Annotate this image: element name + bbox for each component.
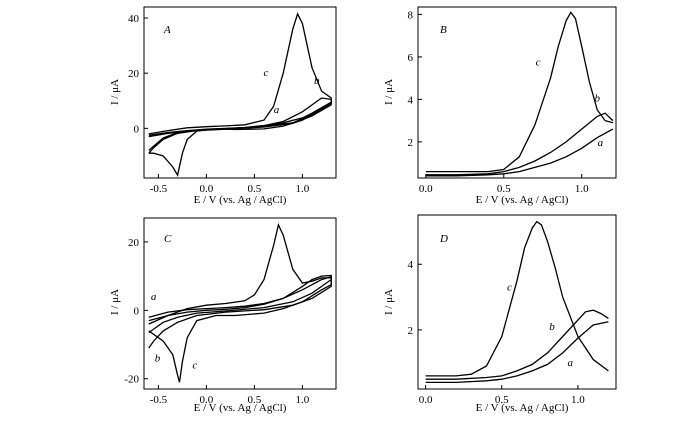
panel-a-ytick-label: 40 xyxy=(128,13,140,25)
panel-c-curve-c xyxy=(148,222,332,383)
panel-a-xtick-label: -0.5 xyxy=(150,183,168,195)
panel-a-curve-c xyxy=(148,12,332,177)
panel-c-frame xyxy=(143,217,337,390)
panel-d-curve-label-c: c xyxy=(507,282,512,294)
panel-d-curve-b xyxy=(425,309,609,380)
panel-a: A E / V (vs. Ag / AgCl) I / μA -0.5 0.0 0.… xyxy=(109,6,337,206)
panel-b-curve-c xyxy=(425,11,614,173)
panel-a-label: A xyxy=(163,24,171,36)
panel-c-ylabel: I / μA xyxy=(109,289,121,315)
panel-d: D E / V (vs. Ag / AgCl) I / μA 0.0 0.5 1.0… xyxy=(383,214,617,414)
panel-d-ylabel: I / μA xyxy=(383,289,395,315)
panel-a-ytick-label: 0 xyxy=(134,123,140,135)
panel-b-ytick-label: 2 xyxy=(408,137,414,149)
panel-b-label: B xyxy=(440,24,447,36)
panel-c-xlabel: E / V (vs. Ag / AgCl) xyxy=(194,402,287,414)
panel-b-xlabel: E / V (vs. Ag / AgCl) xyxy=(476,194,569,206)
panel-d-curve-label-b: b xyxy=(549,321,555,333)
panel-c-curve-label-a: a xyxy=(151,291,157,303)
panel-b-ylabel: I / μA xyxy=(383,79,395,105)
panel-a-xlabel: E / V (vs. Ag / AgCl) xyxy=(194,194,287,206)
panel-d-ytick-label: 2 xyxy=(408,325,414,337)
panel-d-xtick-label: 1.0 xyxy=(571,394,585,406)
panel-d-curve-a xyxy=(425,321,609,384)
panel-c-ytick-label: -20 xyxy=(124,374,139,386)
panel-d-curve-label-a: a xyxy=(568,357,574,369)
panel-c-ytick-label: 0 xyxy=(134,305,140,317)
panel-a-frame xyxy=(143,6,337,179)
panel-d-xtick-label: 0.0 xyxy=(419,394,433,406)
panel-a-curve-a xyxy=(148,101,332,151)
panel-c-xtick-label: -0.5 xyxy=(150,394,168,406)
panel-d-frame xyxy=(417,214,617,390)
panel-b-xtick-label: 0.0 xyxy=(419,183,433,195)
panel-d-xtick-label: 0.5 xyxy=(495,394,509,406)
panel-b: B E / V (vs. Ag / AgCl) I / μA 0.0 0.5 1.0… xyxy=(383,6,617,206)
panel-a-curve-label-c: c xyxy=(263,67,268,79)
panel-b-ytick-label: 8 xyxy=(408,9,414,21)
panel-c: C E / V (vs. Ag / AgCl) I / μA -0.5 0.0 0.… xyxy=(109,217,337,414)
panel-b-curve-label-a: a xyxy=(598,137,604,149)
panel-d-xlabel: E / V (vs. Ag / AgCl) xyxy=(476,402,569,414)
panel-b-ytick-label: 6 xyxy=(408,52,414,64)
panel-c-curve-label-c: c xyxy=(192,359,197,371)
panel-c-ytick-label: 20 xyxy=(128,237,140,249)
panel-a-curve-label-b: b xyxy=(314,75,320,87)
panel-d-curve-c xyxy=(425,220,609,377)
panel-a-ytick-label: 20 xyxy=(128,68,140,80)
panel-b-curve-label-b: b xyxy=(595,93,601,105)
panel-c-label: C xyxy=(164,233,172,245)
panel-a-curve-label-a: a xyxy=(274,104,280,116)
panel-a-xtick-label: 0.0 xyxy=(200,183,214,195)
panel-c-xtick-label: 0.5 xyxy=(248,394,262,406)
panel-d-label: D xyxy=(439,233,448,245)
panel-b-frame xyxy=(417,6,617,179)
panel-b-ytick-label: 4 xyxy=(408,94,414,106)
panel-a-xtick-label: 0.5 xyxy=(248,183,262,195)
panel-c-xtick-label: 0.0 xyxy=(200,394,214,406)
panel-b-curve-b xyxy=(425,112,614,176)
panel-a-xtick-label: 1.0 xyxy=(296,183,310,195)
panel-c-curve-label-b: b xyxy=(155,353,161,365)
panel-c-xtick-label: 1.0 xyxy=(296,394,310,406)
panel-c-curve-b xyxy=(148,274,332,349)
panel-b-xtick-label: 0.5 xyxy=(497,183,511,195)
panel-b-curve-a xyxy=(425,128,614,177)
panel-b-curve-label-c: c xyxy=(536,56,541,68)
panel-b-xtick-label: 1.0 xyxy=(575,183,589,195)
panel-a-ylabel: I / μA xyxy=(109,79,121,105)
panel-d-ytick-label: 4 xyxy=(408,259,414,271)
